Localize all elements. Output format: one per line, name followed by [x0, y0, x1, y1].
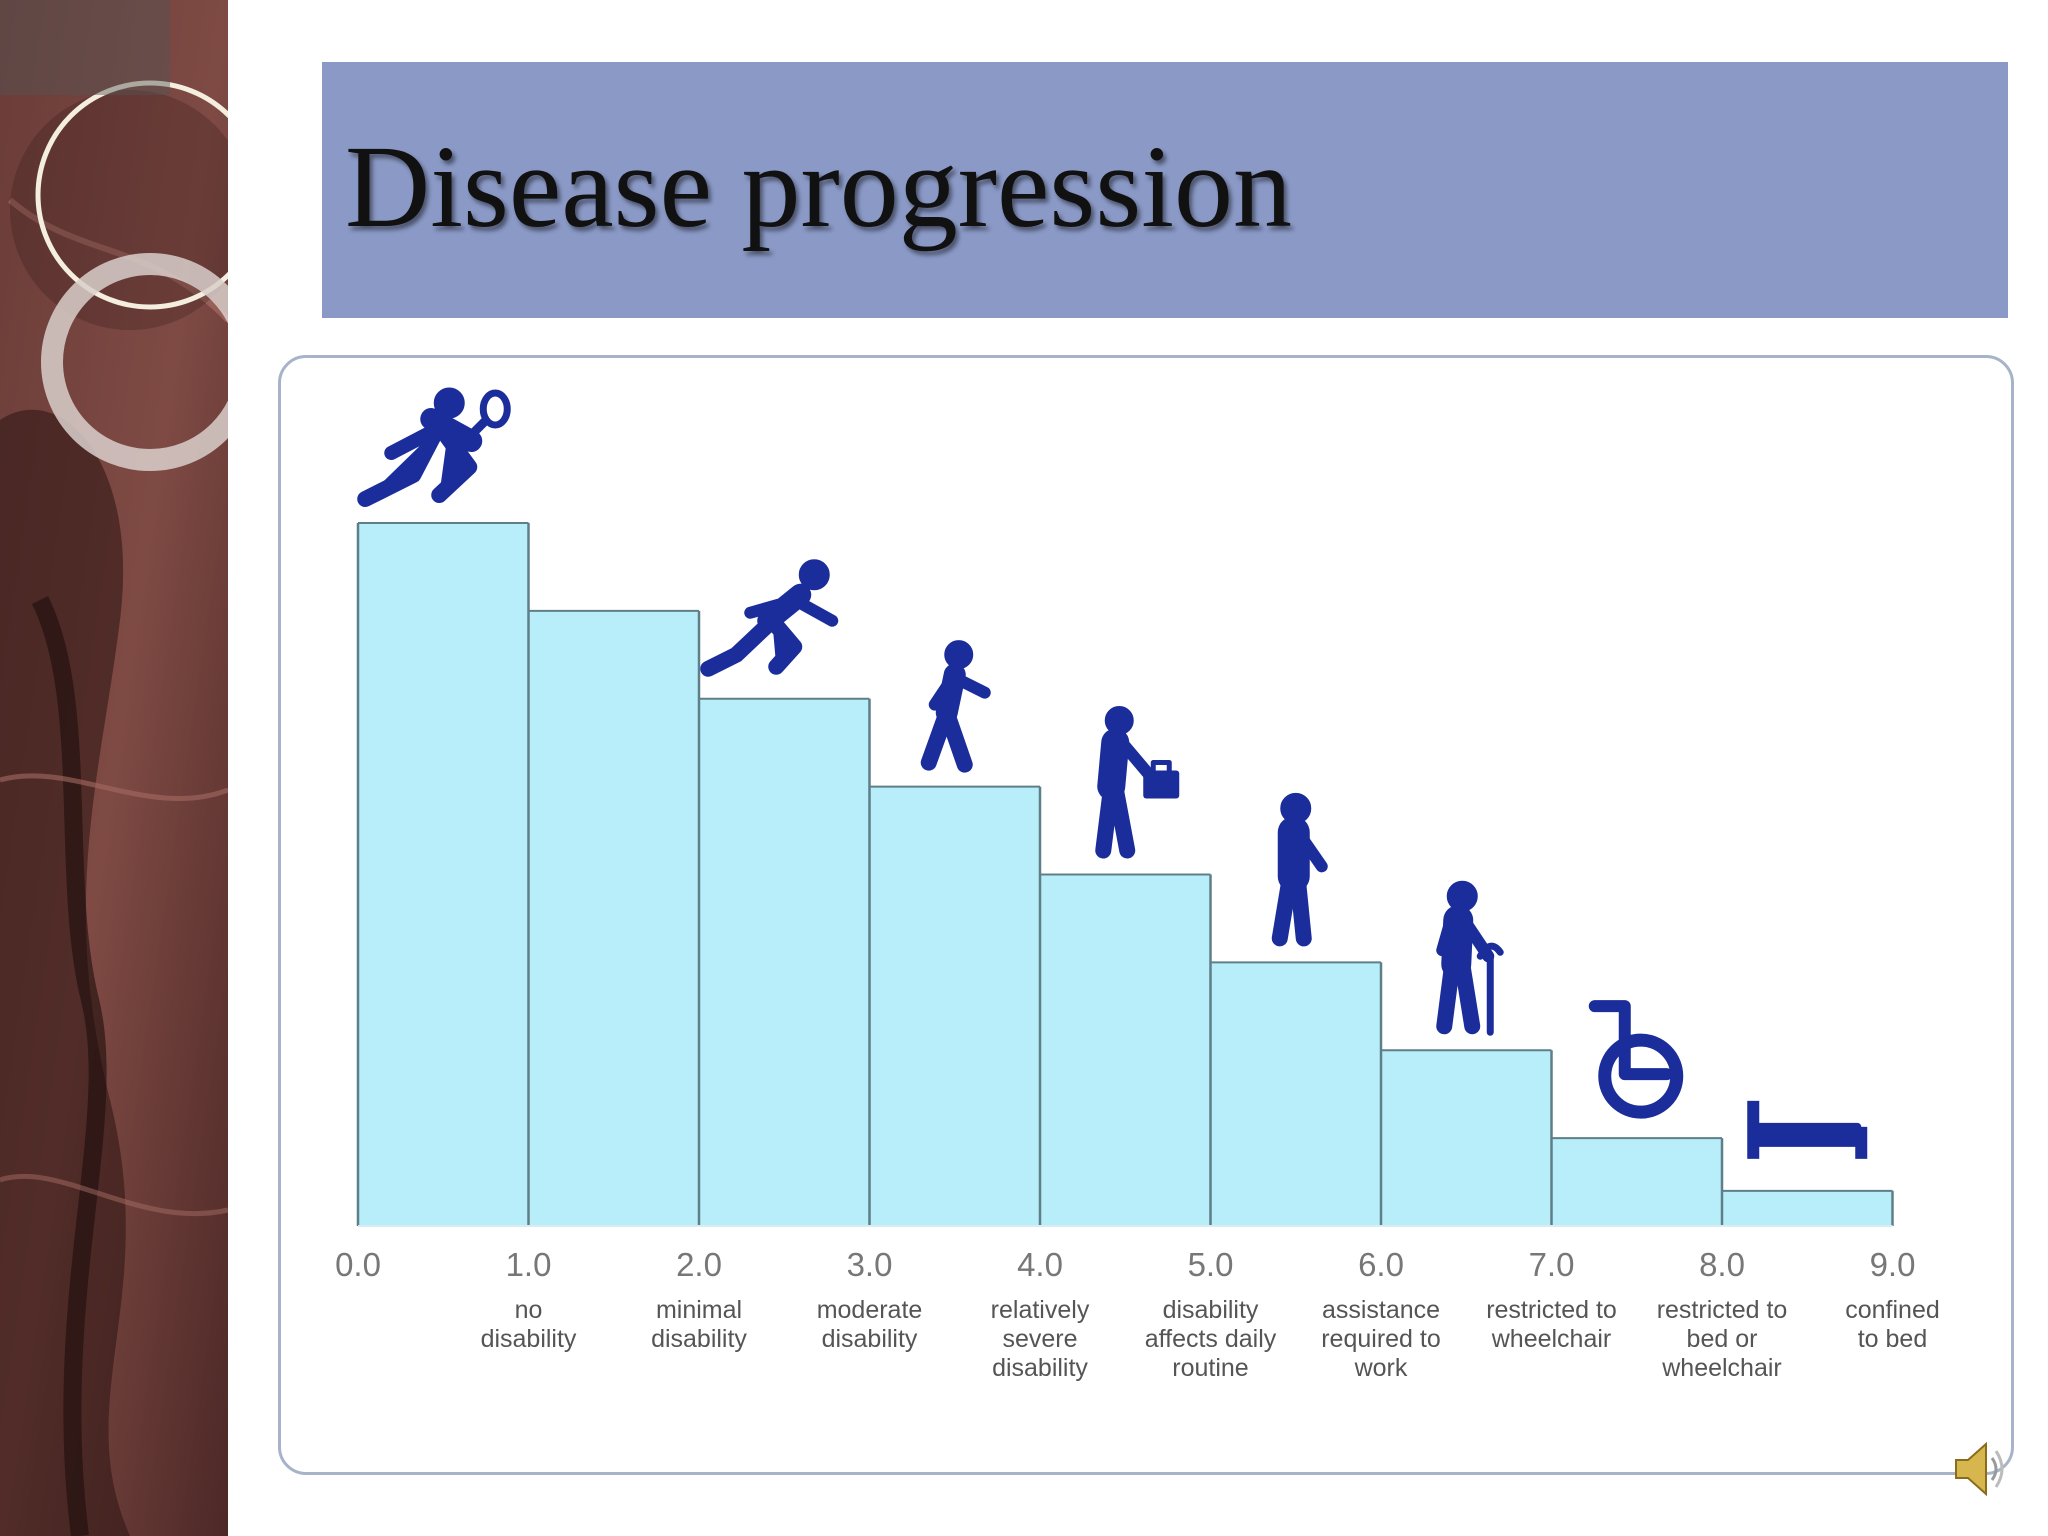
bar [699, 698, 870, 1226]
bed-icon [1747, 1100, 1868, 1159]
tennis-player-icon [357, 387, 511, 507]
stage-description: no disability [481, 1296, 577, 1353]
bar [358, 523, 529, 1226]
x-tick-label: 4.0 [1017, 1246, 1063, 1283]
x-tick-label: 1.0 [506, 1246, 552, 1283]
stage-description: confined to bed [1845, 1296, 1940, 1353]
x-tick-label: 2.0 [676, 1246, 722, 1283]
x-tick-label: 7.0 [1529, 1246, 1575, 1283]
bar [528, 610, 699, 1226]
stage-description: minimal disability [651, 1296, 747, 1353]
x-tick-label: 5.0 [1188, 1246, 1234, 1283]
walker-icon [920, 640, 991, 773]
slide-title: Disease progression [345, 121, 1293, 252]
x-tick-label: 0.0 [335, 1246, 381, 1283]
stage-description: relatively severe disability [991, 1296, 1090, 1382]
x-tick-label: 6.0 [1358, 1246, 1404, 1283]
stage-description: moderate disability [817, 1296, 923, 1353]
bar [869, 786, 1040, 1226]
stage-description: disability affects daily routine [1145, 1296, 1277, 1382]
stage-description: restricted to bed or wheelchair [1657, 1296, 1788, 1382]
x-tick-label: 8.0 [1699, 1246, 1745, 1283]
slow-walker-icon [1271, 792, 1328, 947]
bar [1722, 1190, 1893, 1226]
speaker-icon[interactable] [1952, 1438, 2008, 1500]
wheelchair-icon [1588, 1000, 1684, 1119]
bar [1551, 1138, 1722, 1226]
runner-icon [700, 559, 839, 677]
title-band [322, 62, 2008, 318]
x-tick-label: 3.0 [847, 1246, 893, 1283]
stage-description: restricted to wheelchair [1486, 1296, 1617, 1353]
bar [1381, 1050, 1552, 1226]
decorative-sidebar-image [0, 0, 228, 1536]
person-with-briefcase-icon [1095, 706, 1180, 859]
bar [1210, 962, 1381, 1226]
stage-description: assistance required to work [1321, 1296, 1441, 1382]
x-tick-label: 9.0 [1870, 1246, 1916, 1283]
bar [1040, 874, 1211, 1226]
person-with-cane-icon [1436, 880, 1504, 1036]
